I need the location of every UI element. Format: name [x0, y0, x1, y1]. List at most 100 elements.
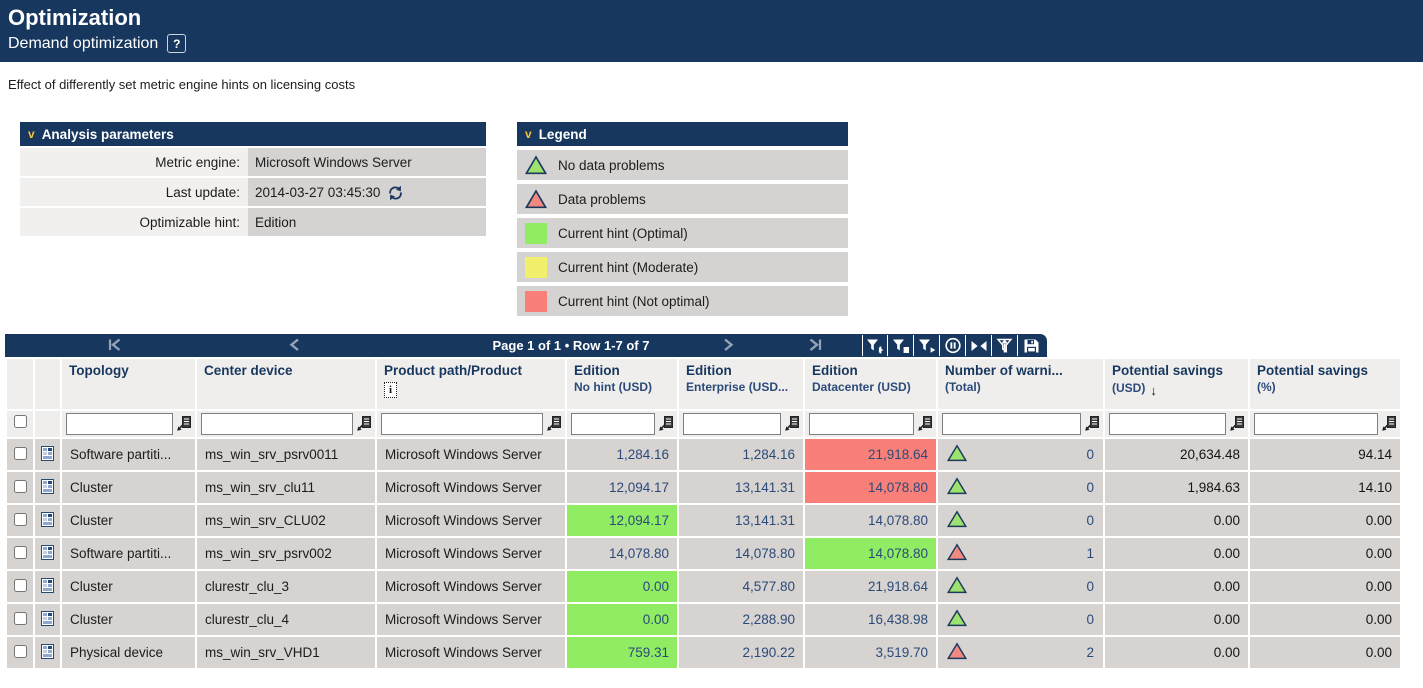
row-checkbox[interactable]: [13, 578, 27, 592]
row-checkbox[interactable]: [13, 512, 27, 526]
sort-desc-icon[interactable]: ↓: [1150, 383, 1157, 398]
filter-list-icon[interactable]: [917, 416, 932, 432]
edition-datacenter-cell: 16,438.98: [805, 604, 936, 635]
filter-input-edition-datacenter[interactable]: [809, 413, 914, 435]
header-icon-spacer: [35, 359, 60, 409]
row-checkbox[interactable]: [13, 446, 27, 460]
refresh-icon[interactable]: [387, 185, 404, 201]
first-page-icon[interactable]: [107, 338, 122, 352]
collapse-columns-icon[interactable]: [966, 335, 992, 356]
col-header-savings-pct[interactable]: Potential savings (%): [1250, 359, 1400, 409]
collapse-icon[interactable]: v: [525, 127, 532, 141]
filter-input-edition-enterprise[interactable]: [683, 413, 781, 435]
savings-pct-cell: 0.00: [1250, 571, 1400, 602]
col-header-topology[interactable]: Topology: [62, 359, 195, 409]
row-checkbox[interactable]: [13, 479, 27, 493]
savings-usd-cell: 1,984.63: [1105, 472, 1248, 503]
filter-input-savings-pct[interactable]: [1254, 413, 1378, 435]
filter-apply-next-icon[interactable]: [914, 335, 940, 356]
filter-list-icon[interactable]: [784, 416, 799, 432]
filter-list-icon[interactable]: [176, 416, 191, 432]
details-icon[interactable]: [41, 445, 54, 461]
panels: v Analysis parameters Metric engine: Mic…: [0, 122, 1423, 322]
col-header-product-path[interactable]: Product path/Product i: [377, 359, 565, 409]
table-body: Software partiti... ms_win_srv_psrv0011 …: [7, 439, 1400, 668]
filter-input-topology[interactable]: [66, 413, 173, 435]
help-icon[interactable]: ?: [167, 34, 187, 53]
filter-input-product[interactable]: [381, 413, 543, 435]
info-icon[interactable]: i: [384, 382, 397, 398]
table-toolbar: [862, 335, 1044, 356]
col-header-edition-datacenter[interactable]: Edition Datacenter (USD): [805, 359, 936, 409]
filter-list-icon[interactable]: [546, 416, 561, 432]
warning-count: 0: [1086, 480, 1094, 495]
collapse-icon[interactable]: v: [28, 127, 35, 141]
col-header-savings-usd[interactable]: Potential savings (USD) ↓: [1105, 359, 1248, 409]
filter-list-icon[interactable]: [1381, 416, 1396, 432]
page-title: Optimization: [8, 5, 142, 30]
col-header-warnings[interactable]: Number of warni... (Total): [938, 359, 1103, 409]
details-icon[interactable]: [41, 643, 54, 659]
legend-label: Data problems: [558, 191, 646, 207]
savings-pct-cell: 0.00: [1250, 538, 1400, 569]
center-device-cell: ms_win_srv_psrv002: [197, 538, 375, 569]
pause-refresh-icon[interactable]: [940, 335, 966, 356]
legend-label: Current hint (Not optimal): [558, 293, 710, 309]
edition-no-hint-cell: 759.31: [567, 637, 677, 668]
topology-cell: Cluster: [62, 505, 195, 536]
filter-form-icon[interactable]: [888, 335, 914, 356]
pagination-bar: Page 1 of 1 • Row 1-7 of 7: [5, 334, 1047, 357]
legend-item: Current hint (Not optimal): [517, 286, 848, 316]
edition-enterprise-cell: 2,190.22: [679, 637, 803, 668]
details-icon[interactable]: [41, 544, 54, 560]
edition-datacenter-cell: 21,918.64: [805, 571, 936, 602]
filter-input-warnings[interactable]: [942, 413, 1081, 435]
filter-input-edition-no-hint[interactable]: [571, 413, 655, 435]
filter-input-center-device[interactable]: [201, 413, 353, 435]
table-row: Software partiti... ms_win_srv_psrv0011 …: [7, 439, 1400, 470]
row-checkbox[interactable]: [13, 611, 27, 625]
parameter-label: Metric engine:: [20, 148, 248, 176]
center-device-cell: ms_win_srv_psrv0011: [197, 439, 375, 470]
savings-usd-cell: 20,634.48: [1105, 439, 1248, 470]
parameter-value: 2014-03-27 03:45:30: [255, 184, 381, 200]
filter-reset-icon[interactable]: [992, 335, 1018, 356]
legend-item: Data problems: [517, 184, 848, 214]
parameter-row: Optimizable hint: Edition: [20, 208, 486, 236]
details-icon[interactable]: [41, 610, 54, 626]
select-all-checkbox[interactable]: [13, 415, 27, 428]
legend-label: Current hint (Optimal): [558, 225, 688, 241]
edition-no-hint-cell: 0.00: [567, 571, 677, 602]
header-checkbox-spacer: [7, 359, 33, 409]
warnings-cell: 0: [938, 439, 1103, 470]
legend-header[interactable]: v Legend: [517, 122, 848, 146]
filter-list-icon[interactable]: [1229, 416, 1244, 432]
details-icon[interactable]: [41, 478, 54, 494]
edition-no-hint-cell: 14,078.80: [567, 538, 677, 569]
product-cell: Microsoft Windows Server: [377, 505, 565, 536]
row-checkbox[interactable]: [13, 545, 27, 559]
col-header-edition-enterprise[interactable]: Edition Enterprise (USD...: [679, 359, 803, 409]
savings-pct-cell: 0.00: [1250, 505, 1400, 536]
previous-page-icon[interactable]: [288, 338, 300, 352]
filter-list-icon[interactable]: [356, 416, 371, 432]
warnings-cell: 0: [938, 505, 1103, 536]
col-header-edition-no-hint[interactable]: Edition No hint (USD): [567, 359, 677, 409]
filter-list-icon[interactable]: [658, 416, 673, 432]
warning-triangle-icon: [946, 510, 968, 531]
analysis-parameters-header[interactable]: v Analysis parameters: [20, 122, 486, 146]
filter-input-savings-usd[interactable]: [1109, 413, 1226, 435]
parameter-label: Optimizable hint:: [20, 208, 248, 236]
details-icon[interactable]: [41, 577, 54, 593]
edition-no-hint-cell: 12,094.17: [567, 505, 677, 536]
last-page-icon[interactable]: [808, 338, 823, 352]
save-icon[interactable]: [1018, 335, 1044, 356]
next-page-icon[interactable]: [723, 338, 735, 352]
page-header: Optimization Demand optimization ?: [0, 0, 1423, 62]
col-header-center-device[interactable]: Center device: [197, 359, 375, 409]
details-icon[interactable]: [41, 511, 54, 527]
row-checkbox[interactable]: [13, 644, 27, 658]
filter-apply-first-icon[interactable]: [862, 335, 888, 356]
filter-list-icon[interactable]: [1084, 416, 1099, 432]
